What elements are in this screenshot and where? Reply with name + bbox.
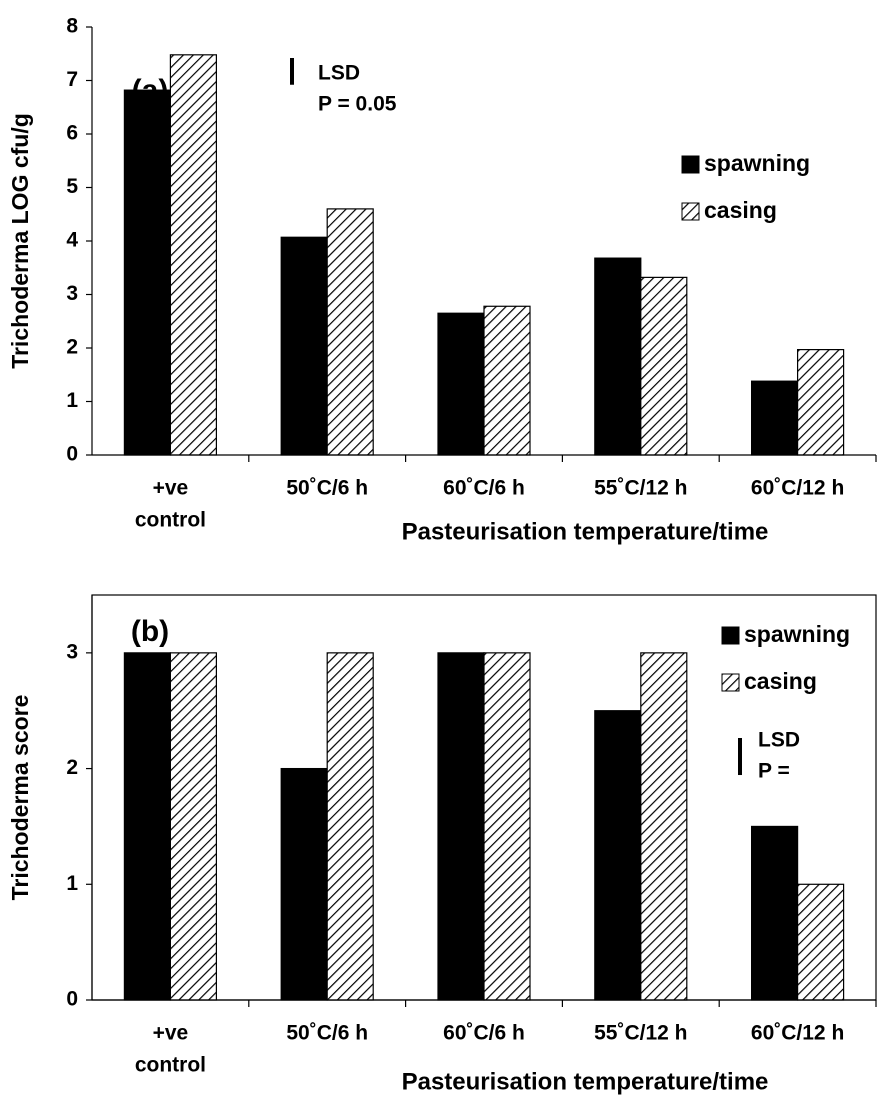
- bar: [796, 883, 845, 1001]
- y-tick-label: 4: [66, 229, 78, 252]
- bar: [640, 276, 688, 456]
- x-axis-title: Pasteurisation temperature/time: [402, 1068, 769, 1095]
- panel-label: (a): [132, 74, 169, 107]
- bar: [169, 652, 217, 1001]
- x-tick-label: 55˚C/12 h: [594, 477, 687, 500]
- x-tick-label: control: [135, 1054, 206, 1077]
- y-tick-label: 6: [66, 122, 78, 145]
- y-tick-label: 2: [66, 336, 78, 359]
- x-tick-label: 50˚C/6 h: [286, 477, 368, 500]
- x-tick-label: +ve: [153, 1022, 189, 1045]
- legend-swatch: [681, 155, 700, 174]
- lsd-p-label: P =: [758, 760, 790, 783]
- legend-swatch: [721, 626, 740, 645]
- bar: [326, 208, 374, 456]
- bar: [640, 652, 688, 1001]
- legend-label: spawning: [704, 150, 810, 176]
- x-tick-label: +ve: [153, 477, 189, 500]
- legend-label: spawning: [744, 621, 850, 647]
- bar: [437, 652, 485, 1001]
- panel-label: (b): [131, 615, 169, 648]
- lsd-label: LSD: [318, 62, 360, 85]
- bar: [123, 89, 172, 456]
- legend-swatch: [721, 673, 740, 692]
- x-tick-label: 60˚C/12 h: [751, 477, 844, 500]
- lsd-p-label: P = 0.05: [318, 93, 397, 116]
- bar: [123, 652, 172, 1001]
- bar: [326, 652, 374, 1001]
- legend-label: casing: [704, 197, 777, 223]
- lsd-label: LSD: [758, 729, 800, 752]
- bar: [750, 825, 799, 1001]
- y-tick-label: 1: [66, 872, 78, 895]
- y-tick-label: 1: [66, 389, 78, 412]
- legend-label: casing: [744, 668, 817, 694]
- bar: [437, 312, 485, 456]
- bar: [594, 710, 642, 1001]
- bar: [280, 767, 328, 1001]
- x-axis-title: Pasteurisation temperature/time: [402, 518, 769, 545]
- x-tick-label: 50˚C/6 h: [286, 1022, 368, 1045]
- x-tick-label: 60˚C/6 h: [443, 1022, 525, 1045]
- bar: [483, 652, 531, 1001]
- y-tick-label: 0: [66, 443, 78, 466]
- y-tick-label: 0: [66, 988, 78, 1011]
- x-tick-label: 60˚C/12 h: [751, 1022, 844, 1045]
- x-tick-label: 60˚C/6 h: [443, 477, 525, 500]
- y-axis-title: Trichoderma score: [7, 695, 33, 901]
- bar: [483, 305, 531, 456]
- y-tick-label: 5: [66, 175, 78, 198]
- x-tick-label: control: [135, 509, 206, 532]
- y-tick-label: 2: [66, 756, 78, 779]
- y-axis-title: Trichoderma LOG cfu/g: [7, 113, 33, 369]
- x-tick-label: 55˚C/12 h: [594, 1022, 687, 1045]
- legend-swatch: [681, 202, 700, 221]
- bar: [594, 257, 642, 456]
- bar: [280, 236, 328, 456]
- bar: [750, 380, 799, 456]
- y-tick-label: 8: [66, 15, 78, 38]
- bar: [796, 349, 845, 456]
- bar: [169, 54, 217, 456]
- y-tick-label: 3: [66, 640, 78, 663]
- y-tick-label: 7: [66, 68, 78, 91]
- y-tick-label: 3: [66, 282, 78, 305]
